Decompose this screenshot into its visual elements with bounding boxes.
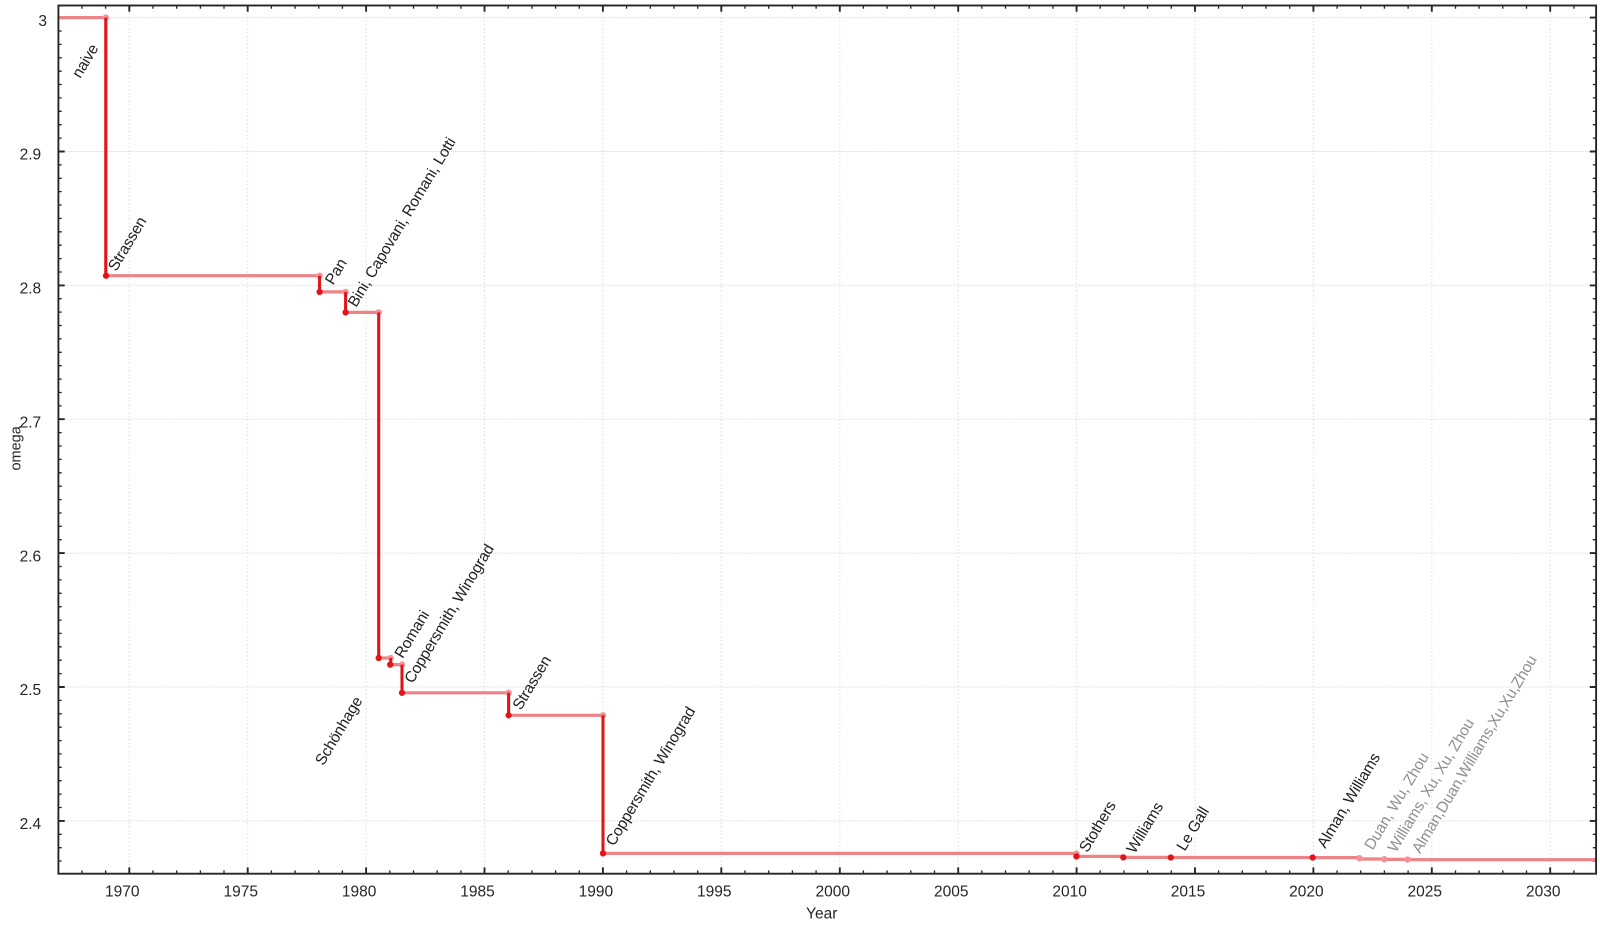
svg-text:1995: 1995 — [697, 883, 731, 900]
svg-text:2.4: 2.4 — [20, 816, 42, 833]
svg-text:1980: 1980 — [342, 883, 377, 900]
svg-text:2.7: 2.7 — [20, 414, 42, 431]
svg-text:1970: 1970 — [105, 883, 140, 900]
svg-text:2025: 2025 — [1408, 883, 1442, 900]
svg-text:3: 3 — [38, 13, 47, 30]
svg-text:2030: 2030 — [1526, 883, 1561, 900]
svg-text:omega: omega — [8, 425, 24, 470]
svg-text:Year: Year — [806, 906, 837, 921]
svg-text:2010: 2010 — [1052, 883, 1087, 900]
svg-text:2.6: 2.6 — [20, 548, 42, 565]
svg-text:2020: 2020 — [1289, 883, 1324, 900]
svg-text:2000: 2000 — [816, 883, 851, 900]
svg-text:2.9: 2.9 — [20, 147, 42, 164]
svg-text:1985: 1985 — [460, 883, 494, 900]
svg-text:1990: 1990 — [579, 883, 614, 900]
svg-text:2.5: 2.5 — [20, 682, 42, 699]
svg-text:2015: 2015 — [1171, 883, 1205, 900]
svg-text:2.8: 2.8 — [20, 281, 42, 298]
svg-text:1975: 1975 — [223, 883, 257, 900]
svg-text:2005: 2005 — [934, 883, 968, 900]
